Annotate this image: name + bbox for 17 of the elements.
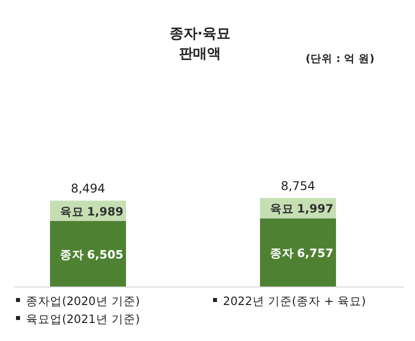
data-label: 1,989 — [87, 204, 124, 218]
total-label: 8,494 — [70, 182, 106, 196]
chart-title: 종자·육묘 판매액 — [169, 26, 231, 62]
series-label: 종자 — [60, 247, 84, 262]
data-label: 6,757 — [297, 246, 334, 260]
text: 종자업(2020년 기준) — [26, 294, 140, 308]
text: 종자 — [270, 246, 294, 260]
data-label: 1,997 — [297, 202, 334, 216]
bar — [50, 220, 126, 287]
text: 육묘업(2021년 기준) — [26, 312, 140, 326]
text: 육묘 — [270, 202, 294, 216]
text: 2022년 기준(종자 + 육묘) — [223, 294, 366, 308]
text: (단위 : 억 원) — [306, 53, 374, 65]
total-label: 8,754 — [280, 179, 316, 193]
bar — [260, 218, 336, 287]
data-label: 6,505 — [87, 247, 124, 262]
series-label: 육묘 — [60, 204, 84, 218]
